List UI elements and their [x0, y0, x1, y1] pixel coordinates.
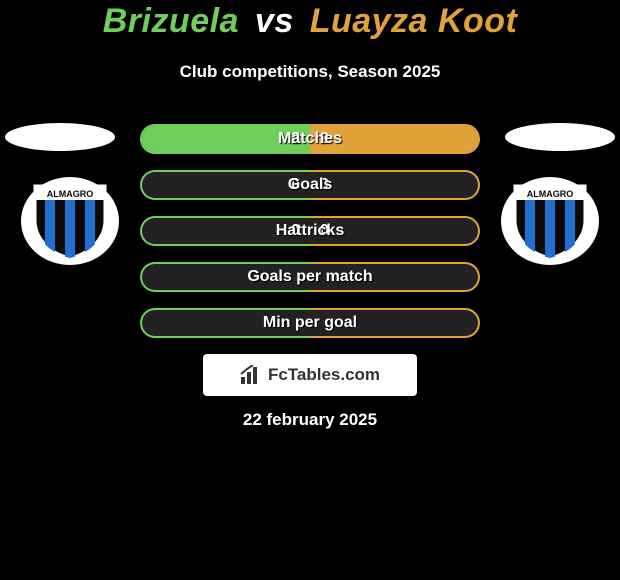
title-player2: Luayza Koot — [310, 2, 518, 40]
subtitle: Club competitions, Season 2025 — [0, 62, 620, 82]
stat-half-player1 — [140, 262, 310, 292]
stat-value-player2: 2 — [310, 130, 339, 148]
stat-value-player2: 0 — [310, 176, 339, 194]
player2-avatar-placeholder — [505, 123, 615, 151]
club-shield-icon: ALMAGRO — [510, 182, 590, 260]
bar-chart-icon — [240, 365, 262, 385]
stat-half-player1: 0 — [140, 216, 310, 246]
stat-value-player1: 2 — [281, 130, 310, 148]
brand-box: FcTables.com — [203, 354, 417, 396]
stat-value-player2: 0 — [310, 222, 339, 240]
player2-club-badge: ALMAGRO — [501, 177, 599, 265]
comparison-card: Brizuela vs Luayza Koot Club competition… — [0, 0, 620, 580]
brand-text: FcTables.com — [268, 365, 380, 385]
stat-half-player2 — [310, 308, 480, 338]
club-shield-icon: ALMAGRO — [30, 182, 110, 260]
stat-half-player2: 2 — [310, 124, 480, 154]
player1-club-badge: ALMAGRO — [21, 177, 119, 265]
club-name-text: ALMAGRO — [47, 189, 94, 199]
stat-rows: 22Matches 00Goals 00Hattricks Goals per mat… — [140, 124, 480, 354]
stat-half-player1: 0 — [140, 170, 310, 200]
stat-row: 00Goals — [140, 170, 480, 200]
stat-value-player1: 0 — [281, 222, 310, 240]
stat-row: 22Matches — [140, 124, 480, 154]
stat-row: Min per goal — [140, 308, 480, 338]
title: Brizuela vs Luayza Koot — [0, 2, 620, 41]
stat-half-player1 — [140, 308, 310, 338]
title-vs: vs — [255, 2, 294, 40]
stat-half-player2: 0 — [310, 216, 480, 246]
title-player1: Brizuela — [103, 2, 239, 40]
stat-half-player1: 2 — [140, 124, 310, 154]
stat-half-player2 — [310, 262, 480, 292]
club-name-text: ALMAGRO — [527, 189, 574, 199]
stat-value-player1: 0 — [281, 176, 310, 194]
player1-avatar-placeholder — [5, 123, 115, 151]
date-text: 22 february 2025 — [0, 410, 620, 430]
stat-row: Goals per match — [140, 262, 480, 292]
stat-row: 00Hattricks — [140, 216, 480, 246]
stat-half-player2: 0 — [310, 170, 480, 200]
